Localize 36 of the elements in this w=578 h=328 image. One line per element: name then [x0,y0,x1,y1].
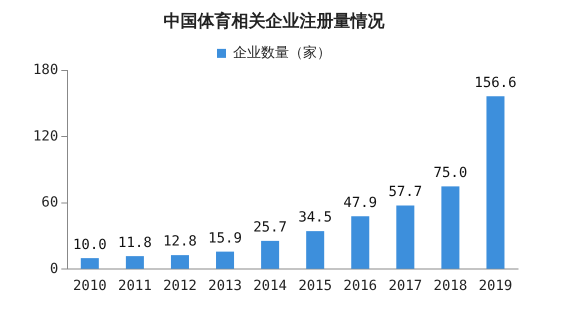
x-tick-label: 2012 [163,278,197,294]
data-label: 57.7 [388,184,422,200]
y-tick-label: 180 [32,62,58,78]
data-label: 34.5 [298,210,332,226]
data-label: 47.9 [343,194,378,211]
y-tick-label: 120 [32,128,58,144]
x-tick-label: 2011 [118,278,152,294]
y-tick-label: 0 [50,260,58,277]
bar [170,255,189,269]
x-tick-label: 2018 [434,278,468,294]
legend-label: 企业数量（家） [233,45,331,62]
data-label: 11.8 [118,234,152,251]
data-label: 10.0 [72,236,107,253]
y-tick-label: 60 [41,194,58,211]
x-tick-label: 2013 [208,278,242,294]
data-label: 156.6 [474,74,517,91]
x-tick-label: 2017 [388,278,422,294]
bar [126,256,144,269]
bar [396,205,414,269]
bar [306,231,324,269]
x-tick-label: 2016 [343,278,378,294]
data-label: 15.9 [208,230,242,246]
x-tick-label: 2010 [72,278,107,294]
data-label: 75.0 [434,165,468,182]
bar [80,258,99,269]
data-label: 12.8 [163,234,197,250]
chart-title: 中国体育相关企业注册量情况 [164,10,386,32]
bar [441,186,460,269]
x-tick-label: 2019 [478,278,512,294]
bar [351,216,370,269]
x-tick-label: 2015 [298,278,332,294]
x-tick-label: 2014 [253,278,287,294]
bar [486,96,504,269]
data-label: 25.7 [253,219,287,236]
bar [216,252,234,269]
bar [261,240,280,269]
